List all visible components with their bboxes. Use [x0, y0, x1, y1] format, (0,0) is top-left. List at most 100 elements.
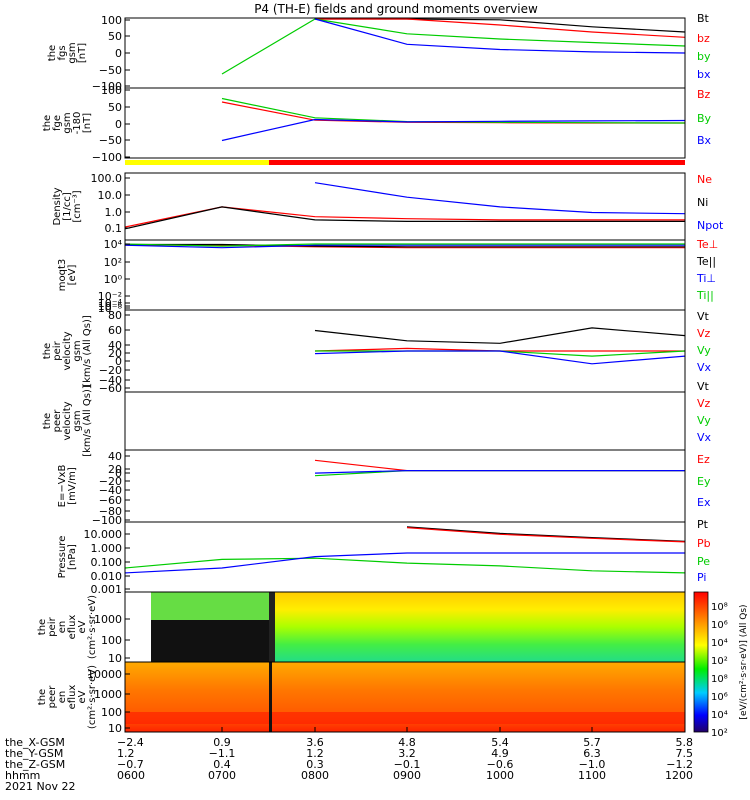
y-tick-label: 0.1 — [105, 222, 123, 235]
panel-frame-fgs — [124, 17, 686, 89]
peer-gap-line — [269, 662, 272, 732]
y-tick-label: 10⁻² — [98, 290, 122, 303]
x-tick-label: −0.6 — [487, 758, 514, 771]
series-line — [125, 243, 685, 248]
series-line — [314, 18, 686, 54]
legend-entry: Ex — [697, 496, 711, 509]
series-line — [124, 243, 685, 247]
peir-gap-early — [125, 592, 151, 662]
legend-entry: Npot — [697, 219, 724, 232]
series-line — [314, 327, 686, 344]
y-tick-label: 10.0 — [98, 189, 123, 202]
y-tick-label: 1000 — [94, 613, 122, 626]
x-tick-label: 0.3 — [306, 758, 324, 771]
panel-frame-peerv — [124, 391, 686, 451]
x-tick-label: 0700 — [208, 769, 236, 782]
y-tick-label: 0.010 — [91, 570, 123, 583]
x-tick-label: −2.4 — [117, 736, 144, 749]
y-tick-label: 50 — [108, 101, 122, 114]
y-tick-label: 1000 — [94, 688, 122, 701]
y-axis-label-line: Density — [52, 187, 63, 225]
x-row-label: hhmm — [5, 769, 40, 782]
panel-frame-efield — [124, 449, 686, 523]
y-axis-label-line: fgs — [57, 45, 68, 60]
series-line — [221, 97, 686, 124]
y-axis-label-efield: E=−VxB [mV/m] — [57, 465, 78, 508]
x-tick-label: 5.4 — [491, 736, 509, 749]
y-axis-label-peereflux: the peer en eflux eV (cm²·s·sr·eV) — [37, 665, 98, 729]
peir-black-region — [151, 620, 269, 662]
y-tick-label: −40 — [99, 484, 122, 497]
y-tick-label: −80 — [99, 505, 122, 518]
y-tick-label: 10⁻⁴ — [98, 297, 123, 310]
y-axis-label-line: peer — [52, 409, 63, 433]
y-axis-label-pressure: Pressure [nPa] — [57, 536, 78, 579]
y-tick-label: 100 — [101, 706, 122, 719]
y-tick-label: −60 — [99, 382, 122, 395]
x-tick-label: −1.2 — [666, 758, 693, 771]
legend-entry: Ez — [697, 453, 710, 466]
peer-red-band — [125, 712, 685, 724]
legends: Bt bz by bx Bz By Bx Ne Ni Npot Te⊥ Te|| Ti⊥ Ti|| Vt Vz… — [696, 12, 724, 584]
y-axis-label-line: gsm — [72, 410, 83, 431]
x-row-label: the_X-GSM — [5, 736, 65, 749]
x-tick-label: 6.3 — [583, 747, 601, 760]
x-tick-label: 5.8 — [676, 736, 694, 749]
series-line — [124, 244, 685, 249]
y-tick-labels: 100500−50−100100500−50−100100.010.01.00.… — [84, 14, 130, 735]
legend-entry: Vz — [697, 327, 711, 340]
y-tick-label: −50 — [99, 134, 122, 147]
y-tick-label: 10⁴ — [104, 238, 123, 251]
colorbar-tick-label: 10² — [711, 728, 728, 739]
x-tick-label: 4.8 — [398, 736, 416, 749]
series-line — [406, 526, 686, 542]
x-tick-label: 0.9 — [213, 736, 231, 749]
y-axis-label-line: [nPa] — [67, 544, 78, 570]
legend-entry: Bx — [697, 134, 712, 147]
series-line — [315, 18, 686, 38]
y-tick-label: 0 — [115, 47, 122, 60]
y-tick-label: 10.000 — [84, 528, 123, 541]
y-axis-label-line: [km/s (All Qs)] — [82, 385, 93, 457]
y-axis-label-line: the — [42, 343, 53, 359]
legend-entry: By — [697, 112, 712, 125]
x-tick-label: 1000 — [486, 769, 514, 782]
series-line — [221, 118, 686, 142]
y-axis-label-line: gsm — [67, 42, 78, 63]
y-axis-label-line: en — [57, 691, 68, 704]
x-tick-label: 0.4 — [213, 758, 231, 771]
y-tick-label: 50 — [108, 30, 122, 43]
y-tick-label: 10⁻⁸ — [98, 302, 123, 315]
y-tick-label: −20 — [99, 475, 122, 488]
y-axis-label-line: en — [57, 621, 68, 634]
y-tick-label: 20 — [108, 347, 122, 360]
panel-frame-peereflux — [124, 661, 686, 733]
y-axis-label-peerv: the peer velocity gsm [km/s (All Qs)] — [42, 385, 93, 457]
peir-green-region — [151, 592, 269, 620]
y-axis-label-line: the — [37, 689, 48, 705]
y-axis-label-line: eflux — [67, 685, 78, 710]
panel-frames — [124, 17, 686, 733]
y-tick-label: 10 — [108, 722, 122, 735]
x-tick-label: −0.1 — [394, 758, 421, 771]
y-axis-label-line: fge — [52, 115, 63, 131]
y-axis-label-line: peer — [47, 685, 58, 709]
x-tick-label: 1.2 — [117, 747, 135, 760]
legend-entry: Ni — [697, 196, 708, 209]
x-tick-label: −0.7 — [117, 758, 144, 771]
x-tick-label: 1100 — [578, 769, 606, 782]
y-axis-label-line: [nT] — [77, 43, 88, 63]
y-tick-label: 100 — [101, 84, 122, 97]
y-axis-label-line: velocity — [62, 331, 73, 370]
y-axis-label-line: the — [42, 115, 53, 131]
y-axis-label-peirv: the peir velocity gsm [km/s (All Qs)] — [42, 315, 93, 387]
legend-entry: Pe — [697, 555, 710, 568]
date-label: 2021 Nov 22 — [5, 780, 75, 793]
x-tick-label: 0600 — [117, 769, 145, 782]
panel-frame-fge — [124, 87, 686, 159]
colorbar-tick-label: 10⁸ — [711, 602, 728, 613]
series-line — [221, 18, 686, 75]
y-axis-label-line: [mV/m] — [67, 467, 78, 505]
y-axis-labels: the fgs gsm [nT]the fge gsm -180 [nT]Density [1/… — [37, 42, 98, 729]
